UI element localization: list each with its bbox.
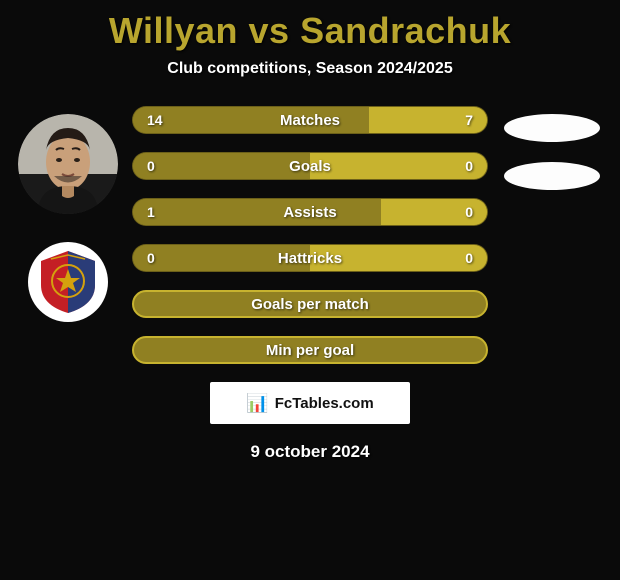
player1-column [8,106,128,322]
stat-row-assists: 10Assists [132,198,488,226]
stat-row-matches: 147Matches [132,106,488,134]
player2-column [492,106,612,210]
body-row: 147Matches00Goals10Assists00HattricksGoa… [0,106,620,364]
stat-value-right: 7 [465,112,473,128]
stat-value-right: 0 [465,204,473,220]
bar-right [310,153,487,179]
bar-left [133,153,310,179]
stat-value-left: 0 [147,250,155,266]
text-row-label: Goals per match [251,296,369,313]
date-text: 9 october 2024 [0,442,620,462]
bar-left [133,199,381,225]
text-row-min-per-goal: Min per goal [132,336,488,364]
attribution-text: FcTables.com [275,395,374,412]
stat-value-right: 0 [465,250,473,266]
stat-value-left: 14 [147,112,163,128]
player1-team-badge [28,242,108,322]
stat-value-right: 0 [465,158,473,174]
page-subtitle: Club competitions, Season 2024/2025 [0,60,620,78]
team-badge-svg [33,247,103,317]
stat-value-left: 1 [147,204,155,220]
stat-row-hattricks: 00Hattricks [132,244,488,272]
stats-column: 147Matches00Goals10Assists00HattricksGoa… [128,106,492,364]
bar-right [310,245,487,271]
player2-avatar-placeholder [504,114,600,142]
bar-left [133,245,310,271]
player2-team-placeholder [504,162,600,190]
text-row-label: Min per goal [266,342,354,359]
infographic-container: Willyan vs Sandrachuk Club competitions,… [0,0,620,462]
stat-row-goals: 00Goals [132,152,488,180]
attribution-badge: 📊 FcTables.com [210,382,410,424]
text-row-goals-per-match: Goals per match [132,290,488,318]
player1-avatar [18,114,118,214]
bar-left [133,107,369,133]
stat-value-left: 0 [147,158,155,174]
page-title: Willyan vs Sandrachuk [0,10,620,52]
chart-icon: 📊 [246,393,268,414]
player1-avatar-svg [18,114,118,214]
